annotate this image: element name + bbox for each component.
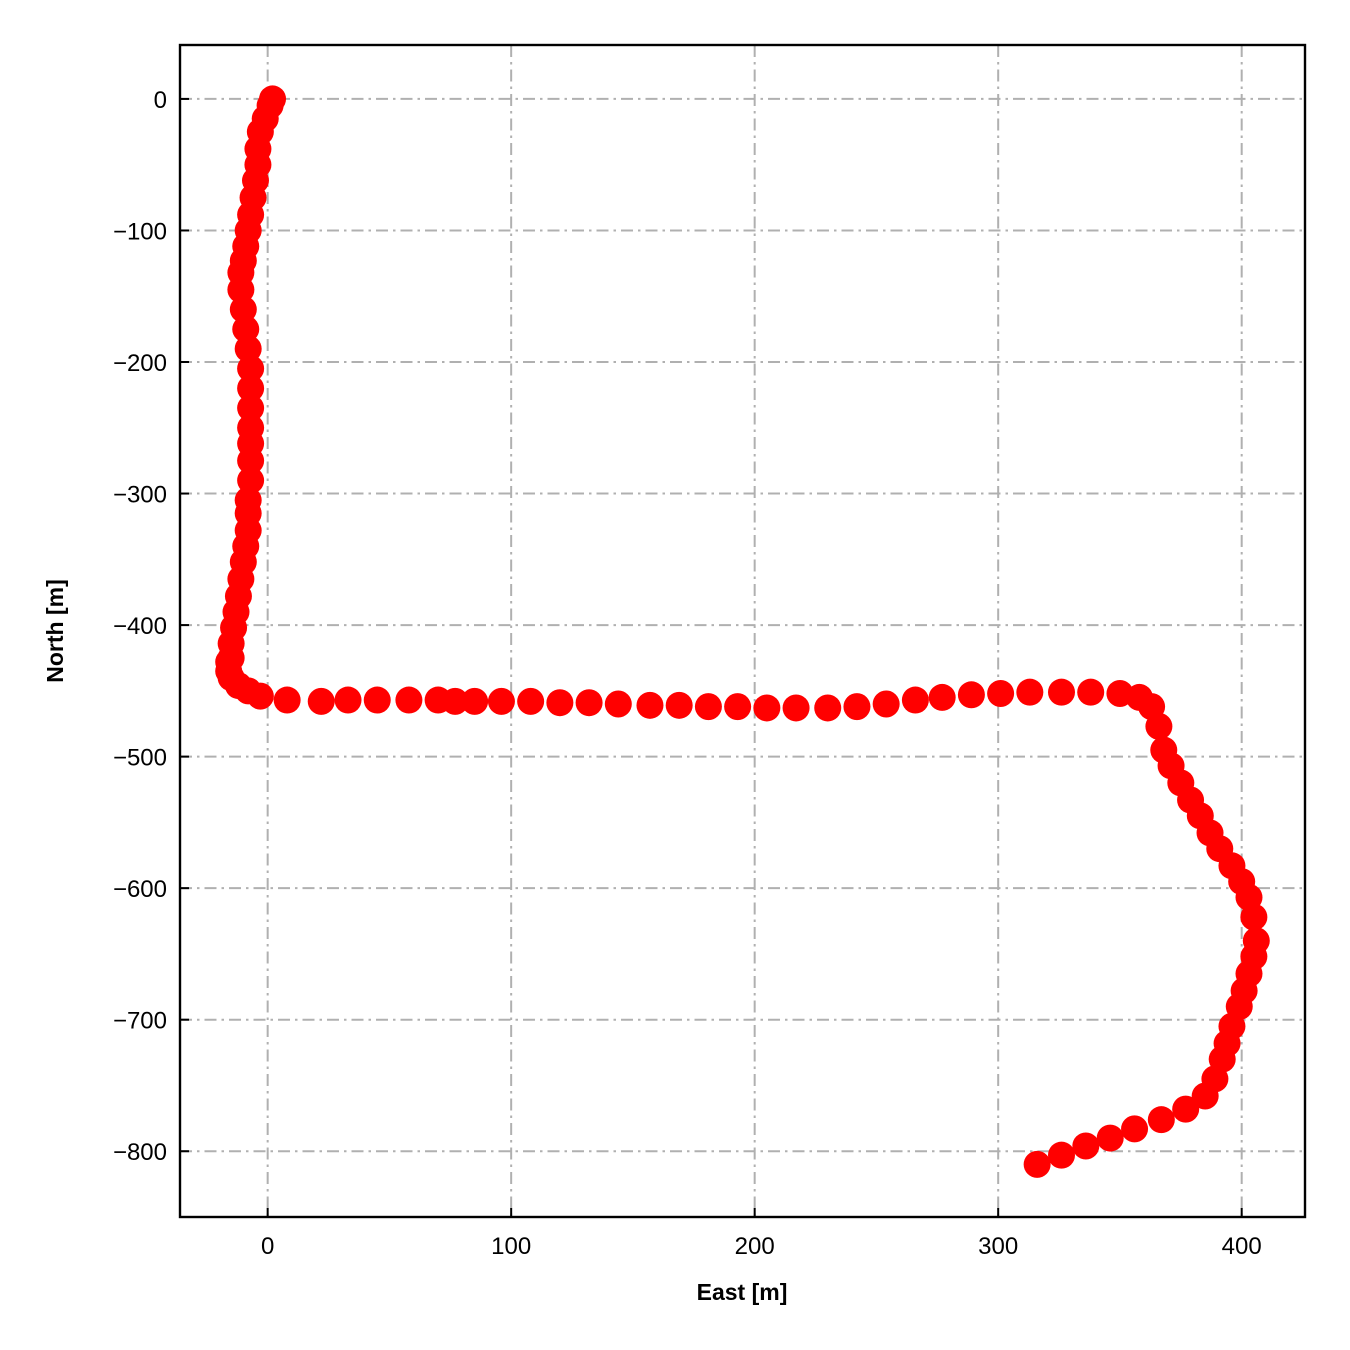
data-point — [1072, 1132, 1100, 1160]
y-axis-label: North [m] — [42, 579, 68, 682]
y-tick-label: −200 — [113, 350, 167, 377]
data-point — [441, 687, 469, 715]
data-point — [814, 694, 842, 722]
data-point — [232, 315, 260, 343]
data-point — [273, 686, 301, 714]
data-point — [517, 687, 545, 715]
y-tick-label: −300 — [113, 482, 167, 509]
data-point — [843, 693, 871, 721]
x-tick-label: 200 — [735, 1233, 775, 1260]
x-tick-label: 100 — [491, 1233, 531, 1260]
data-point — [229, 295, 257, 323]
data-point — [227, 276, 255, 304]
y-tick-label: −100 — [113, 218, 167, 245]
x-tick-label: 400 — [1222, 1233, 1262, 1260]
data-point — [487, 687, 515, 715]
data-point — [234, 335, 262, 363]
data-point — [928, 683, 956, 711]
data-point — [665, 691, 693, 719]
data-point — [872, 690, 900, 718]
data-point — [604, 690, 632, 718]
data-point — [546, 689, 574, 717]
y-tick-label: −600 — [113, 876, 167, 903]
x-tick-label: 300 — [978, 1233, 1018, 1260]
y-tick-label: −700 — [113, 1008, 167, 1035]
y-tick-label: −400 — [113, 613, 167, 640]
data-point — [724, 693, 752, 721]
data-point — [461, 687, 489, 715]
data-point — [1047, 1141, 1075, 1169]
data-point — [1096, 1124, 1124, 1152]
y-tick-label: −800 — [113, 1139, 167, 1166]
x-tick-label: 0 — [261, 1233, 274, 1260]
data-point — [1047, 678, 1075, 706]
data-point — [1240, 903, 1268, 931]
data-points — [215, 85, 1270, 1178]
data-point — [395, 686, 423, 714]
data-point — [237, 466, 265, 494]
data-point — [987, 679, 1015, 707]
x-axis-label: East [m] — [697, 1279, 788, 1305]
data-point — [237, 394, 265, 422]
data-point — [901, 686, 929, 714]
data-point — [1172, 1095, 1200, 1123]
data-point — [1191, 1082, 1219, 1110]
plot-frame — [178, 43, 1307, 1219]
data-point — [753, 694, 781, 722]
data-point — [957, 681, 985, 709]
data-point — [1147, 1106, 1175, 1134]
data-point — [1121, 1115, 1149, 1143]
data-point — [307, 687, 335, 715]
data-point — [237, 374, 265, 402]
data-point — [363, 686, 391, 714]
data-point — [575, 689, 603, 717]
data-point — [237, 447, 265, 475]
grid-lines — [180, 45, 1305, 1217]
y-tick-label: −500 — [113, 745, 167, 772]
data-point — [334, 686, 362, 714]
data-point — [1023, 1150, 1051, 1178]
data-point — [694, 693, 722, 721]
data-point — [246, 682, 274, 710]
data-point — [1077, 678, 1105, 706]
plot-area — [180, 45, 1305, 1217]
axis-ticks: 0 100 200 300 400 0 −100 −200 −300 −400 −500 −600 −7… — [113, 87, 1262, 1260]
data-point — [1145, 712, 1173, 740]
data-point — [237, 355, 265, 383]
data-point — [782, 694, 810, 722]
data-point — [636, 691, 664, 719]
data-point — [1016, 678, 1044, 706]
y-tick-label: 0 — [154, 87, 167, 114]
